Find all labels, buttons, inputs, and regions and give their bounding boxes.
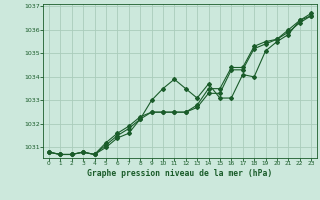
X-axis label: Graphe pression niveau de la mer (hPa): Graphe pression niveau de la mer (hPa) [87,169,273,178]
